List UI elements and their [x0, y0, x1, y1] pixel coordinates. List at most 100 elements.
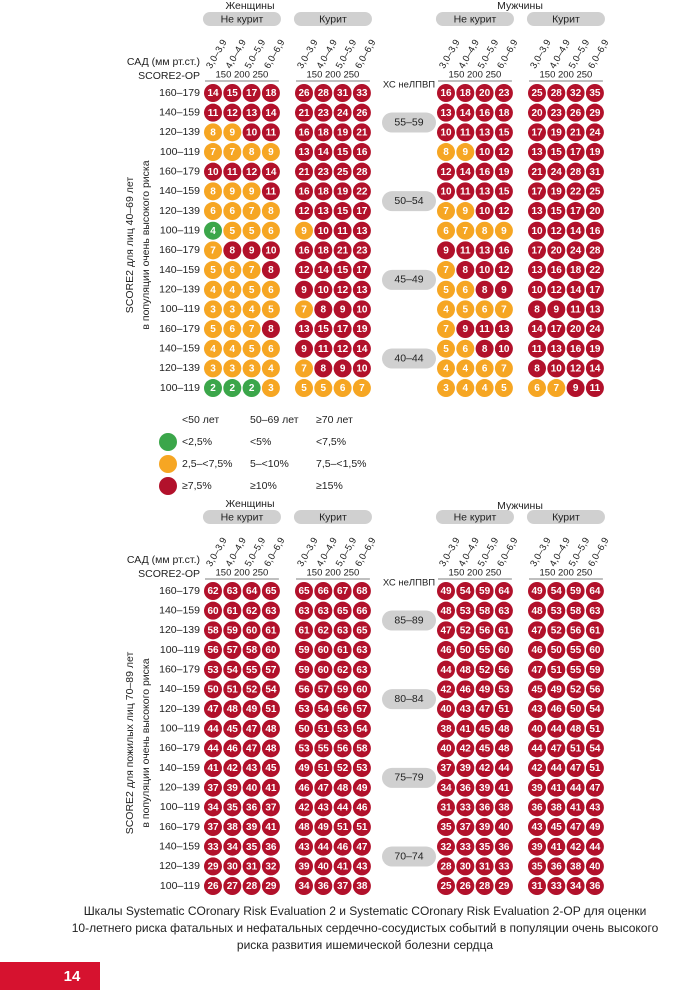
risk-cell — [352, 221, 371, 240]
risk-value: 44 — [551, 763, 563, 774]
risk-cell — [494, 641, 513, 660]
chol-ticks: 150 200 250 — [449, 70, 502, 81]
risk-value: 15 — [227, 88, 239, 99]
risk-cell — [456, 719, 475, 738]
risk-cell — [223, 339, 242, 358]
risk-value: 2 — [249, 383, 255, 394]
risk-value: 65 — [265, 586, 277, 597]
risk-cell — [314, 84, 333, 102]
risk-value: 54 — [356, 724, 368, 735]
risk-value: 40 — [440, 744, 452, 755]
risk-cell — [456, 320, 475, 339]
risk-value: 12 — [246, 167, 258, 178]
risk-cell — [494, 123, 513, 142]
risk-value: 52 — [337, 763, 349, 774]
risk-value: 7 — [463, 226, 469, 237]
risk-value: 21 — [298, 167, 310, 178]
risk-value: 6 — [230, 265, 236, 276]
risk-cell — [333, 739, 352, 758]
risk-value: 12 — [551, 226, 563, 237]
risk-value: 12 — [498, 206, 510, 217]
page-tab — [0, 962, 100, 990]
risk-cell — [261, 221, 280, 240]
risk-value: 63 — [498, 606, 510, 617]
risk-cell — [566, 759, 585, 778]
risk-cell — [456, 379, 475, 398]
risk-cell — [295, 739, 313, 758]
risk-value: 47 — [479, 704, 491, 715]
risk-cell — [295, 202, 313, 221]
risk-value: 42 — [227, 763, 239, 774]
risk-value: 60 — [318, 665, 330, 676]
risk-value: 18 — [318, 246, 330, 257]
risk-value: 28 — [570, 167, 582, 178]
risk-value: 30 — [460, 862, 472, 873]
risk-cell — [547, 857, 566, 876]
risk-value: 63 — [589, 606, 601, 617]
risk-value: 7 — [301, 364, 307, 375]
risk-cell — [566, 339, 585, 358]
risk-value: 17 — [570, 147, 582, 158]
risk-value: 63 — [265, 606, 277, 617]
risk-value: 67 — [337, 586, 349, 597]
risk-cell — [295, 582, 313, 600]
page-number: 14 — [64, 968, 81, 985]
risk-cell — [528, 621, 546, 640]
risk-cell — [333, 680, 352, 699]
risk-value: 16 — [479, 108, 491, 119]
risk-cell — [242, 877, 261, 896]
risk-cell — [295, 857, 313, 876]
risk-cell — [352, 877, 371, 896]
risk-cell — [528, 379, 546, 398]
risk-value: 60 — [207, 606, 219, 617]
row-label: 100–119 — [160, 224, 200, 236]
risk-value: 13 — [246, 108, 258, 119]
risk-value: 34 — [440, 783, 452, 794]
risk-cell — [295, 261, 313, 280]
risk-cell — [295, 241, 313, 260]
risk-cell — [456, 359, 475, 378]
risk-cell — [456, 182, 475, 201]
risk-cell — [566, 261, 585, 280]
risk-value: 59 — [589, 665, 601, 676]
risk-cell — [261, 818, 280, 837]
risk-cell — [352, 202, 371, 221]
row-label: 140–159 — [159, 683, 200, 695]
risk-value: 8 — [482, 285, 488, 296]
risk-cell — [314, 241, 333, 260]
risk-value: 49 — [246, 704, 258, 715]
risk-value: 42 — [460, 744, 472, 755]
risk-cell — [261, 84, 280, 102]
risk-value: 6 — [230, 206, 236, 217]
risk-value: 51 — [318, 763, 330, 774]
risk-cell — [314, 103, 333, 122]
risk-value: 18 — [265, 88, 277, 99]
risk-cell — [314, 359, 333, 378]
smoking-label: Не курит — [221, 511, 264, 523]
risk-value: 14 — [460, 167, 472, 178]
risk-cell — [204, 700, 222, 719]
risk-value: 51 — [551, 665, 563, 676]
risk-value: 51 — [589, 763, 601, 774]
legend-swatch — [159, 477, 177, 495]
risk-value: 9 — [463, 206, 469, 217]
risk-value: 34 — [227, 842, 239, 853]
risk-value: 40 — [440, 704, 452, 715]
risk-value: 21 — [337, 246, 349, 257]
risk-value: 7 — [301, 305, 307, 316]
risk-value: 6 — [268, 226, 274, 237]
risk-value: 60 — [356, 684, 368, 695]
risk-value: 59 — [227, 625, 239, 636]
risk-cell — [528, 182, 546, 201]
risk-cell — [585, 84, 604, 102]
row-label: 160–179 — [159, 742, 200, 754]
risk-cell — [475, 261, 494, 280]
row-label: 120–139 — [159, 860, 200, 872]
risk-value: 43 — [298, 842, 310, 853]
risk-cell — [456, 700, 475, 719]
risk-value: 42 — [570, 842, 582, 853]
chol-ticks: 150 200 250 — [307, 568, 360, 579]
risk-cell — [352, 601, 371, 620]
risk-cell — [314, 261, 333, 280]
risk-value: 46 — [298, 783, 310, 794]
